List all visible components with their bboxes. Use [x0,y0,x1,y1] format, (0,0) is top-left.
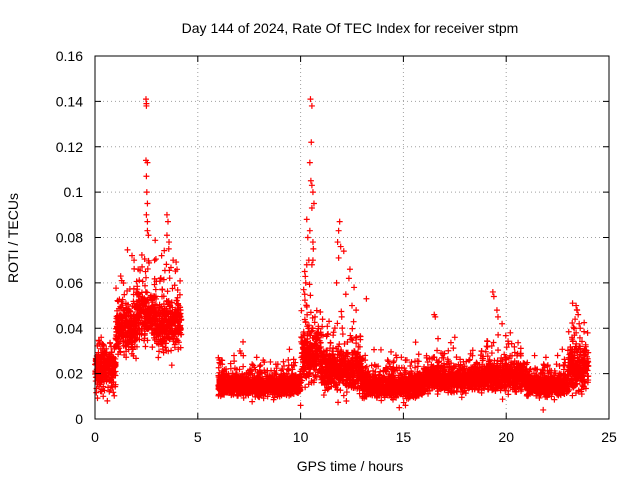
data-point [139,252,145,258]
data-point [344,389,350,395]
data-point [298,308,304,314]
data-point [149,344,155,350]
data-point [331,329,337,335]
data-point [177,278,183,284]
data-point [485,338,491,344]
data-point [113,285,119,291]
data-point [107,340,113,346]
data-point [307,292,313,298]
data-point [240,364,246,370]
data-point [167,275,173,281]
data-point [518,345,524,351]
data-point [413,339,419,345]
data-points [92,96,591,413]
data-point [349,326,355,332]
data-point [343,398,349,404]
data-point [415,363,421,369]
data-point [390,360,396,366]
data-point [302,297,308,303]
data-point [351,319,357,325]
data-point [500,396,506,402]
data-point [435,391,441,397]
data-point [489,350,495,356]
data-point [153,256,159,262]
data-point [341,393,347,399]
data-point [503,333,509,339]
data-point [144,290,150,296]
data-point [435,336,441,342]
data-point [165,288,171,294]
data-point [459,394,465,400]
data-point [111,393,117,399]
data-point [105,384,111,390]
data-point [159,286,165,292]
data-point [388,349,394,355]
data-point [340,331,346,337]
data-point [321,392,327,398]
data-point [484,343,490,349]
data-point [169,362,175,368]
data-point [249,399,255,405]
data-point [495,332,501,338]
data-point [391,358,397,364]
data-point [377,369,383,375]
data-point [317,309,323,315]
data-point [93,390,99,396]
data-point [339,325,345,331]
data-point [371,347,377,353]
chart-title: Day 144 of 2024, Rate Of TEC Index for r… [182,20,519,36]
data-point [448,340,454,346]
data-point [335,399,341,405]
data-point [153,287,159,293]
data-point [327,340,333,346]
data-point [515,340,521,346]
data-point [163,261,169,267]
data-point [495,347,501,353]
data-point [125,247,131,253]
data-point [155,354,161,360]
data-point [398,354,404,360]
data-point [142,343,148,349]
data-point [338,309,344,315]
data-point [511,344,517,350]
data-point [254,354,260,360]
data-point [416,351,422,357]
data-point [152,237,158,243]
data-point [314,308,320,314]
data-point [320,316,326,322]
data-point [286,346,292,352]
data-point [143,275,149,281]
data-point [378,347,384,353]
data-point [267,359,273,365]
data-point [231,353,237,359]
